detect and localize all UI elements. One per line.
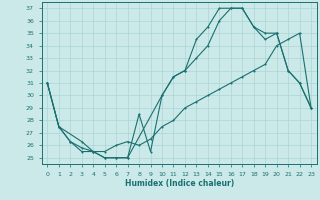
X-axis label: Humidex (Indice chaleur): Humidex (Indice chaleur) (124, 179, 234, 188)
